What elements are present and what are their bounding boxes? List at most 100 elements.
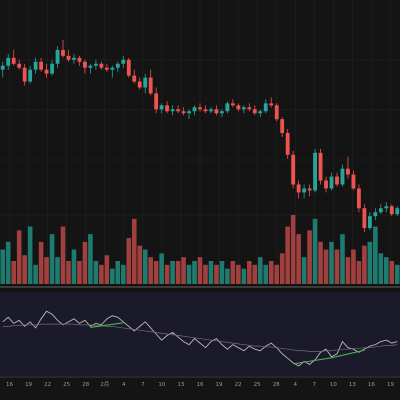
candle <box>378 204 383 215</box>
x-tick-label: 19 <box>25 382 32 388</box>
volume-bar <box>351 249 356 284</box>
candle-body <box>17 63 22 68</box>
volume-bar <box>49 234 55 284</box>
candle-body <box>236 105 241 110</box>
candle <box>137 77 142 90</box>
volume-bar <box>389 261 395 284</box>
candle-body <box>351 174 356 189</box>
chart-grid <box>0 0 400 284</box>
candle <box>340 164 345 187</box>
volume-bar <box>373 226 378 284</box>
candle-body <box>176 109 180 112</box>
candle-body <box>258 111 263 114</box>
volume-bar <box>394 264 400 284</box>
volume-bar <box>219 261 225 284</box>
candle <box>280 117 285 137</box>
volume-bar <box>153 261 159 284</box>
candle <box>66 49 71 62</box>
volume-bar <box>345 257 351 284</box>
candle-body <box>6 57 11 66</box>
volume-bar <box>22 255 27 284</box>
oscillator-panel[interactable] <box>0 292 400 376</box>
candle <box>28 65 33 84</box>
candle <box>241 105 246 114</box>
candle <box>110 65 115 78</box>
candle <box>329 172 334 191</box>
candle <box>55 45 60 68</box>
candle-body <box>192 107 197 112</box>
x-tick-label: 7 <box>141 382 145 388</box>
candle-body <box>83 61 87 68</box>
candle <box>143 73 148 94</box>
x-tick-label: 2月 <box>100 381 109 388</box>
volume-bar <box>16 230 22 284</box>
candle <box>148 69 153 96</box>
candle-body <box>362 208 367 229</box>
candle-body <box>203 109 208 112</box>
candle <box>176 105 180 114</box>
x-tick-label: 16 <box>197 382 204 388</box>
candle <box>198 103 202 112</box>
volume-bar <box>247 261 252 284</box>
candle-body <box>307 188 312 191</box>
candle-body <box>33 61 38 70</box>
x-tick-label: 19 <box>387 382 394 388</box>
candle-body <box>340 168 345 185</box>
candle <box>83 59 87 74</box>
candle <box>17 59 22 70</box>
candle <box>362 204 367 232</box>
volume-bar <box>175 261 181 284</box>
candle-body <box>187 111 191 114</box>
candle-body <box>28 69 33 82</box>
volume-bar <box>77 261 82 284</box>
candle <box>384 202 389 213</box>
candle-body <box>61 49 65 56</box>
volume-bar <box>301 257 307 284</box>
candle-body <box>274 105 279 120</box>
candle <box>99 61 104 70</box>
candle <box>88 63 93 74</box>
candle <box>187 109 191 120</box>
volume-bar <box>137 245 143 284</box>
candle <box>93 59 98 70</box>
candle <box>291 150 296 189</box>
candle-body <box>373 212 378 217</box>
volume-bar <box>225 268 230 284</box>
volume-bar <box>5 241 11 284</box>
volume-bar <box>329 241 334 284</box>
volume-bar <box>0 249 6 284</box>
candle-body <box>269 103 274 106</box>
candle-body <box>110 67 115 70</box>
candle <box>22 63 27 86</box>
volume-bar <box>318 241 323 284</box>
candle-body <box>230 103 235 106</box>
x-tick-label: 22 <box>44 382 51 388</box>
candle-body <box>170 109 175 112</box>
candle <box>351 170 356 191</box>
candle <box>373 208 378 221</box>
volume-bar <box>142 249 148 284</box>
volume-bar <box>274 264 280 284</box>
candle <box>356 184 361 213</box>
candle-body <box>99 63 104 68</box>
candle-body <box>115 63 120 68</box>
x-tick-label: 16 <box>6 382 13 388</box>
candle-body <box>165 105 170 112</box>
candle <box>225 101 230 114</box>
x-tick-label: 25 <box>63 382 70 388</box>
volume-bar <box>268 261 274 284</box>
candle-body <box>285 133 290 155</box>
volume-bar <box>170 261 175 284</box>
x-tick-label: 13 <box>349 382 356 388</box>
x-tick-label: 19 <box>216 382 223 388</box>
candle <box>192 105 197 116</box>
x-tick-label: 28 <box>82 382 89 388</box>
candle-body <box>367 216 372 229</box>
candlestick-series[interactable] <box>0 40 400 232</box>
volume-bar <box>126 238 132 284</box>
candle-body <box>55 49 60 64</box>
x-tick-label: 25 <box>254 382 261 388</box>
candle-body <box>44 69 49 74</box>
candle-body <box>346 168 350 175</box>
